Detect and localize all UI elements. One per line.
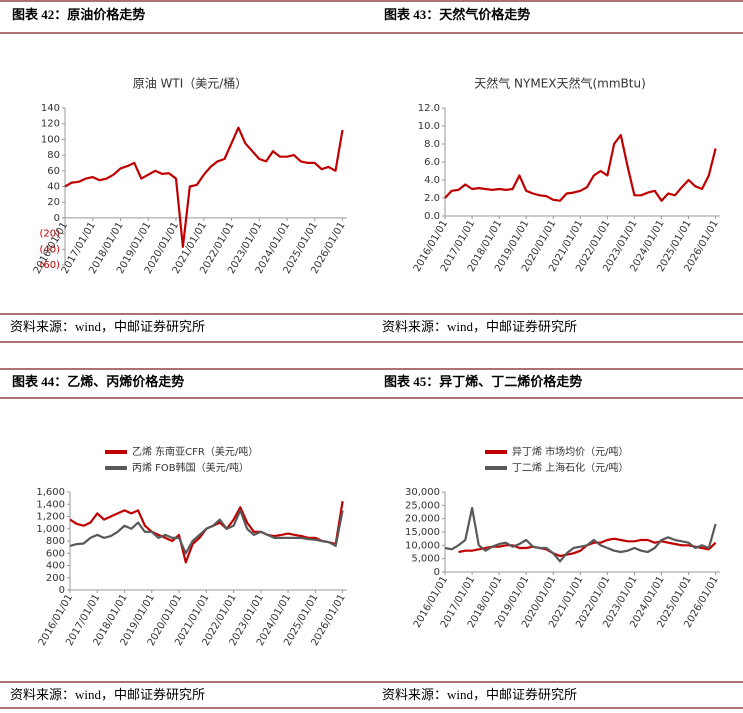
y-tick-label: 2.0 (424, 193, 440, 204)
y-tick-label: 10,000 (405, 540, 440, 551)
y-tick-label: 0.0 (424, 211, 440, 222)
y-tick-label: 10.0 (418, 121, 440, 132)
caption: 图表 42：原油价格走势 (12, 7, 145, 22)
caption: 图表 44：乙烯、丙烯价格走势 (12, 374, 184, 389)
source: 资料来源：wind，中邮证券研究所 (382, 319, 577, 334)
legend-label: 乙烯 东南亚CFR（美元/吨） (132, 445, 258, 458)
y-tick-label: (60) (39, 260, 60, 271)
y-tick-label: 6.0 (424, 157, 440, 168)
y-tick-label: 15,000 (405, 527, 440, 538)
y-tick-label: 0 (54, 213, 60, 224)
y-tick-label: 40 (47, 182, 60, 193)
y-tick-label: 120 (41, 119, 60, 130)
y-tick-label: 20,000 (405, 514, 440, 525)
y-tick-label: 60 (47, 166, 60, 177)
chart-title: 天然气 NYMEX天然气(mmBtu) (474, 76, 646, 91)
y-tick-label: 200 (46, 573, 65, 584)
y-tick-label: 800 (46, 536, 65, 547)
y-tick-label: 20 (47, 197, 60, 208)
y-tick-label: 12.0 (418, 103, 440, 114)
series-line (69, 501, 344, 564)
y-tick-label: 1,200 (36, 512, 65, 523)
y-tick-label: 25,000 (405, 500, 440, 511)
y-tick-label: 600 (46, 548, 65, 559)
y-tick-label: (20) (39, 229, 60, 240)
y-tick-label: 0 (59, 585, 65, 596)
legend-label: 异丁烯 市场均价（元/吨） (512, 445, 629, 458)
series-line (64, 126, 344, 248)
y-tick-label: 1,000 (36, 524, 65, 535)
y-tick-label: 4.0 (424, 175, 440, 186)
y-tick-label: 400 (46, 561, 65, 572)
caption: 图表 45：异丁烯、丁二烯价格走势 (384, 374, 582, 389)
caption: 图表 43：天然气价格走势 (384, 7, 530, 22)
series-line (69, 509, 344, 555)
y-tick-label: 8.0 (424, 139, 440, 150)
series-line (444, 506, 717, 563)
y-tick-label: 30,000 (405, 487, 440, 498)
source: 资料来源：wind，中邮证券研究所 (382, 687, 577, 702)
legend-label: 丁二烯 上海石化（元/吨） (512, 461, 629, 474)
y-tick-label: 1,400 (36, 499, 65, 510)
chart-title: 原油 WTI（美元/桶） (133, 76, 248, 91)
legend-label: 丙烯 FOB韩国（美元/吨） (132, 461, 249, 474)
y-tick-label: 100 (41, 134, 60, 145)
y-tick-label: 0 (434, 567, 440, 578)
y-tick-label: 5,000 (411, 554, 440, 565)
source: 资料来源：wind，中邮证券研究所 (10, 319, 205, 334)
y-tick-label: 1,600 (36, 487, 65, 498)
series-line (444, 133, 717, 202)
y-tick-label: 80 (47, 150, 60, 161)
source: 资料来源：wind，中邮证券研究所 (10, 687, 205, 702)
y-tick-label: (40) (39, 244, 60, 255)
y-tick-label: 140 (41, 103, 60, 114)
